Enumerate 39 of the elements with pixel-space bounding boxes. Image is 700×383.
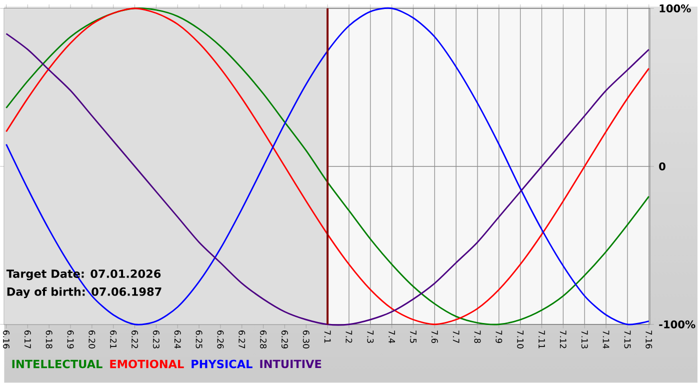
text: INTUITIVE [260,360,322,368]
x-tick-label: 6.25 [196,330,202,348]
x-tick-label: 6.30 [302,330,310,349]
y-tick-label: 0 [659,162,666,170]
y-tick-label: -100% [659,320,696,328]
x-tick-label: 6.24 [174,330,181,349]
x-tick-label: 7.11 [538,330,545,348]
x-tick-label: 7.7 [452,330,460,343]
text: EMOTIONAL [110,360,184,368]
x-tick-label: 6.29 [281,330,288,349]
x-tick-label: 7.1 [324,330,331,343]
x-tick-label: 7.8 [474,330,481,344]
x-tick-label: 6.16 [3,330,10,349]
x-tick-label: 6.28 [260,330,267,349]
x-tick-label: 6.17 [24,330,31,348]
x-tick-label: 7.3 [367,330,374,343]
x-tick-label: 6.27 [238,330,246,348]
x-tick-label: 7.16 [646,330,652,349]
x-tick-label: 7.15 [624,330,631,348]
x-tick-label: 7.9 [496,330,502,344]
x-tick-label: 7.4 [388,330,395,344]
annotation: Day of birth: 07.06.1987 [7,287,162,298]
x-tick-label: 6.18 [46,330,52,349]
x-tick-label: 7.2 [346,330,352,343]
x-tick-label: 6.19 [67,330,74,349]
x-tick-label: 6.23 [152,330,160,348]
x-tick-label: 7.14 [602,330,610,349]
x-tick-label: 6.21 [110,330,117,348]
y-tick-label: 100% [660,4,691,12]
x-tick-label: 6.22 [132,330,138,348]
x-tick-label: 7.12 [560,330,566,348]
x-tick-label: 7.6 [431,330,438,344]
x-tick-label: 7.5 [410,330,416,343]
text: PHYSICAL [192,360,252,368]
text: INTELLECTUAL [12,360,102,368]
x-tick-label: 7.10 [517,330,524,349]
x-tick-label: 6.20 [88,330,96,349]
x-tick-label: 7.13 [581,330,588,348]
x-tick-label: 6.26 [217,330,224,349]
